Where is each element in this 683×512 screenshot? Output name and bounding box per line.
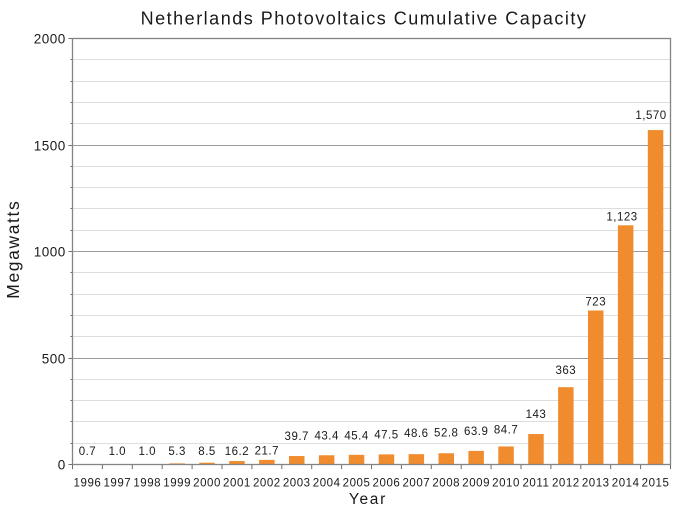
svg-text:2012: 2012	[552, 478, 580, 490]
svg-text:2010: 2010	[492, 478, 520, 490]
svg-text:1.0: 1.0	[139, 446, 157, 458]
svg-text:45.4: 45.4	[344, 431, 368, 443]
svg-text:52.8: 52.8	[434, 427, 458, 439]
svg-text:1996: 1996	[74, 478, 102, 490]
svg-text:1999: 1999	[163, 478, 191, 490]
svg-text:1500: 1500	[34, 139, 66, 154]
svg-text:2004: 2004	[313, 478, 341, 490]
svg-text:2005: 2005	[343, 478, 371, 490]
svg-text:16.2: 16.2	[225, 446, 249, 458]
svg-text:21.7: 21.7	[255, 445, 279, 457]
svg-text:0: 0	[58, 458, 66, 473]
svg-text:2003: 2003	[283, 478, 311, 490]
svg-text:2011: 2011	[522, 478, 549, 490]
svg-text:1,123: 1,123	[606, 211, 637, 223]
svg-text:143: 143	[526, 409, 547, 421]
svg-text:5.3: 5.3	[168, 446, 186, 458]
svg-text:2008: 2008	[432, 478, 460, 490]
svg-text:Netherlands Photovoltaics Cumu: Netherlands Photovoltaics Cumulative Cap…	[141, 8, 588, 28]
svg-text:2000: 2000	[34, 32, 66, 47]
svg-text:1,570: 1,570	[635, 110, 666, 122]
svg-text:8.5: 8.5	[198, 446, 216, 458]
svg-text:47.5: 47.5	[374, 430, 398, 442]
svg-text:1000: 1000	[34, 245, 66, 260]
svg-text:2000: 2000	[193, 478, 221, 490]
svg-text:63.9: 63.9	[464, 426, 488, 438]
svg-text:363: 363	[556, 365, 577, 377]
svg-text:1.0: 1.0	[109, 446, 127, 458]
svg-text:48.6: 48.6	[404, 428, 428, 440]
svg-text:Year: Year	[349, 491, 387, 508]
svg-text:2013: 2013	[582, 478, 610, 490]
svg-text:2014: 2014	[612, 478, 640, 490]
svg-text:2002: 2002	[253, 478, 281, 490]
svg-text:Megawatts: Megawatts	[3, 200, 23, 299]
svg-text:723: 723	[585, 297, 606, 309]
svg-text:0.7: 0.7	[79, 446, 97, 458]
svg-text:2001: 2001	[223, 478, 251, 490]
svg-text:500: 500	[42, 352, 66, 367]
svg-text:84.7: 84.7	[494, 425, 518, 437]
svg-text:2015: 2015	[642, 478, 670, 490]
svg-text:2006: 2006	[373, 478, 401, 490]
svg-text:2007: 2007	[402, 478, 430, 490]
svg-text:1997: 1997	[103, 478, 131, 490]
svg-text:1998: 1998	[133, 478, 161, 490]
svg-text:39.7: 39.7	[285, 431, 309, 443]
svg-text:2009: 2009	[462, 478, 490, 490]
svg-text:43.4: 43.4	[314, 431, 338, 443]
